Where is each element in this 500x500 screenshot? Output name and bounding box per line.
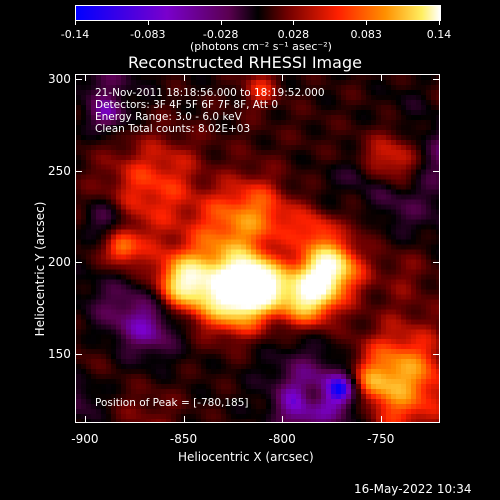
chart-title: Reconstructed RHESSI Image — [128, 53, 362, 72]
plot-area: 21-Nov-2011 18:18:56.000 to 18:19:52.000… — [75, 74, 440, 423]
y-axis-label: Heliocentric Y (arcsec) — [33, 201, 47, 337]
y-tick-label: 150 — [48, 346, 71, 361]
annotation-energy: Energy Range: 3.0 - 6.0 keV — [95, 111, 242, 123]
y-tick-label: 300 — [48, 72, 71, 87]
y-axis-tick — [75, 353, 82, 355]
y-axis-tick — [433, 262, 440, 264]
colorbar-tick-label: -0.14 — [60, 28, 90, 41]
colorbar-tick-label: -0.083 — [130, 28, 166, 41]
x-axis-tick — [380, 74, 382, 81]
colorbar-tick — [220, 20, 222, 25]
x-axis-tick — [282, 74, 284, 81]
x-axis-tick — [380, 416, 382, 423]
colorbar-units: (photons cm⁻² s⁻¹ asec⁻²) — [190, 40, 332, 53]
colorbar-tick — [366, 20, 368, 25]
annotation-peak: Position of Peak = [-780,185] — [95, 397, 249, 409]
timestamp: 16-May-2022 10:34 — [354, 482, 472, 496]
x-axis-tick — [84, 416, 86, 423]
x-axis-tick — [282, 416, 284, 423]
x-tick-label: -800 — [268, 432, 296, 446]
colorbar-tick — [147, 20, 149, 25]
annotation-detectors: Detectors: 3F 4F 5F 6F 7F 8F, Att 0 — [95, 99, 279, 111]
x-axis-tick — [84, 74, 86, 81]
y-tick-label: 200 — [48, 255, 71, 270]
annotation-time: 21-Nov-2011 18:18:56.000 to 18:19:52.000 — [95, 87, 325, 99]
x-tick-label: -750 — [367, 432, 395, 446]
y-axis-tick — [75, 170, 82, 172]
colorbar-tick — [293, 20, 295, 25]
y-axis-tick — [75, 262, 82, 264]
y-axis-tick — [433, 353, 440, 355]
colorbar-tick — [439, 20, 440, 25]
y-axis-tick — [75, 79, 82, 81]
colorbar-tick-label: -0.028 — [202, 28, 239, 41]
colorbar-tick-label: 0.14 — [426, 28, 452, 41]
x-tick-label: -850 — [169, 432, 198, 446]
colorbar-tick-label: 0.028 — [277, 28, 310, 41]
colorbar — [75, 5, 441, 21]
y-axis-tick — [433, 79, 440, 81]
y-tick-label: 250 — [48, 163, 71, 178]
colorbar-tick — [75, 20, 76, 25]
colorbar-tick-label: 0.083 — [350, 28, 382, 41]
x-axis-tick — [183, 416, 185, 423]
y-axis-tick — [433, 170, 440, 172]
x-axis-tick — [183, 74, 185, 81]
x-tick-label: -900 — [71, 432, 99, 446]
rhessi-image-heatmap — [76, 75, 439, 422]
annotation-clean: Clean Total counts: 8.02E+03 — [95, 123, 251, 135]
x-axis-label: Heliocentric X (arcsec) — [178, 450, 314, 464]
